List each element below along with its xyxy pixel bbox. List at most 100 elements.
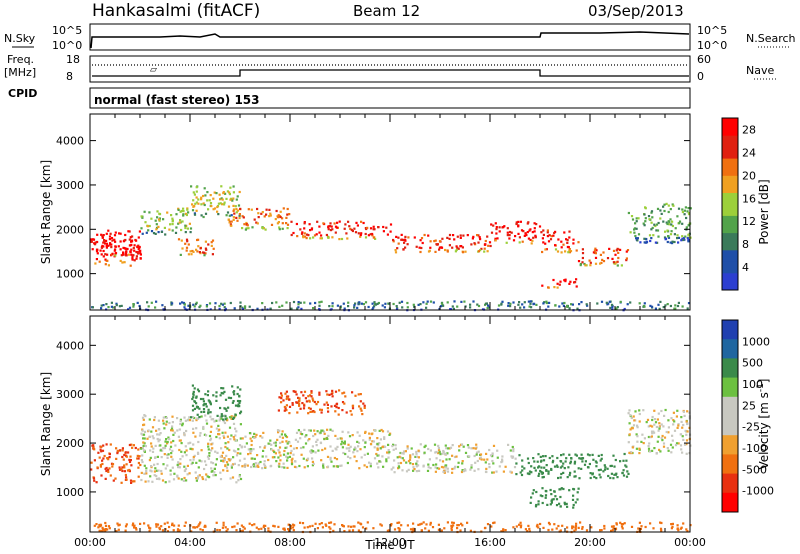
- power-cell: [548, 234, 551, 237]
- velocity-cell: [214, 463, 217, 466]
- velocity-cell: [422, 521, 425, 524]
- velocity-cell: [131, 446, 134, 449]
- velocity-cell: [190, 530, 193, 533]
- power-cell: [354, 302, 357, 305]
- power-cell: [450, 308, 453, 311]
- velocity-cell: [206, 455, 210, 458]
- velocity-cell: [666, 447, 669, 450]
- velocity-cell: [544, 455, 547, 458]
- velocity-cell: [192, 526, 195, 529]
- velocity-cell: [215, 399, 218, 402]
- velocity-cell: [288, 455, 291, 458]
- velocity-cell: [451, 444, 454, 447]
- power-cell: [581, 252, 585, 255]
- velocity-cell: [285, 397, 288, 401]
- velocity-cell: [257, 462, 260, 465]
- power-cell: [333, 222, 336, 225]
- velocity-cell: [161, 449, 164, 452]
- power-cell: [108, 235, 112, 238]
- power-cell: [110, 246, 113, 249]
- power-cell: [417, 303, 420, 306]
- power-cell: [668, 223, 671, 226]
- velocity-cell: [325, 390, 328, 393]
- power-cell: [147, 229, 150, 232]
- velocity-cell: [192, 443, 195, 446]
- velocity-cell: [446, 467, 449, 470]
- velocity-cell: [116, 449, 119, 452]
- power-cell: [545, 248, 548, 251]
- velocity-cell: [623, 522, 626, 525]
- velocity-cell: [632, 424, 636, 427]
- velocity-cell: [323, 437, 326, 441]
- velocity-cell: [150, 430, 153, 433]
- power-cell: [652, 234, 655, 237]
- velocity-cell: [187, 442, 190, 445]
- velocity-cell: [579, 457, 582, 460]
- power-cell: [662, 306, 665, 309]
- velocity-cell: [581, 460, 584, 463]
- power-cell: [636, 239, 639, 242]
- power-cell: [228, 191, 231, 194]
- velocity-cell: [139, 463, 142, 467]
- velocity-cell: [142, 441, 145, 444]
- velocity-cell: [369, 442, 373, 446]
- power-cell: [313, 234, 317, 237]
- velocity-cell: [638, 409, 641, 412]
- velocity-cell: [414, 455, 417, 458]
- power-cell: [438, 240, 442, 243]
- power-cell: [347, 301, 350, 304]
- power-cell: [157, 218, 161, 221]
- velocity-cell: [313, 429, 316, 432]
- power-cell: [331, 305, 334, 308]
- velocity-cell: [555, 504, 559, 507]
- velocity-cell: [393, 459, 396, 462]
- velocity-cell: [336, 437, 339, 440]
- power-cell: [446, 301, 449, 304]
- velocity-cell: [282, 462, 285, 465]
- velocity-cell: [479, 453, 483, 456]
- power-cell: [290, 233, 293, 237]
- velocity-cell: [653, 447, 656, 450]
- power-cell: [523, 301, 526, 304]
- velocity-cell: [142, 444, 145, 447]
- velocity-cell: [227, 396, 230, 399]
- velocity-cell: [220, 413, 223, 416]
- power-cell: [128, 230, 131, 233]
- velocity-cell: [284, 446, 287, 449]
- velocity-cell: [124, 529, 127, 532]
- velocity-cell: [313, 410, 316, 414]
- velocity-cell: [156, 523, 160, 526]
- velocity-cell: [277, 525, 280, 528]
- power-cell: [532, 236, 535, 239]
- power-cell: [620, 264, 623, 267]
- velocity-cell: [292, 390, 295, 393]
- nave-tick-top: 60: [697, 53, 711, 66]
- power-cell: [369, 233, 372, 236]
- velocity-cell: [232, 417, 235, 420]
- velocity-cell: [602, 470, 605, 473]
- power-cell: [336, 304, 339, 307]
- velocity-cell: [653, 423, 656, 426]
- velocity-cell: [349, 445, 352, 448]
- power-cell: [520, 229, 524, 232]
- power-cell: [676, 234, 679, 237]
- velocity-cell: [463, 468, 467, 471]
- velocity-cell: [398, 521, 401, 524]
- velocity-cell: [184, 467, 188, 470]
- velocity-cell: [158, 526, 161, 529]
- velocity-cell: [218, 418, 221, 421]
- velocity-cell: [372, 527, 375, 530]
- sky-noise-trace: [90, 31, 690, 49]
- velocity-cell: [496, 456, 499, 459]
- power-cell: [533, 302, 536, 305]
- velocity-cell: [330, 460, 333, 463]
- power-cell: [115, 302, 118, 305]
- velocity-cell: [630, 416, 633, 420]
- power-cell: [626, 303, 629, 306]
- velocity-cell: [476, 459, 479, 463]
- power-cell: [521, 240, 524, 243]
- power-cell: [108, 238, 111, 241]
- velocity-cell: [654, 421, 658, 424]
- power-cell: [476, 303, 479, 306]
